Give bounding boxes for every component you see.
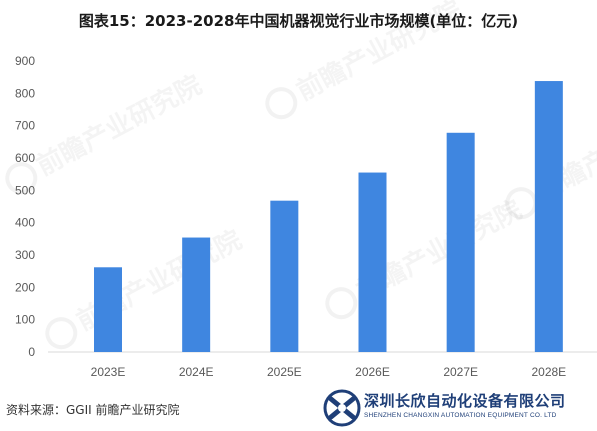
watermark-logo-icon [505, 187, 538, 220]
x-tick-label: 2023E [91, 365, 126, 379]
watermark-text: 前瞻产业研究院 [31, 69, 206, 182]
bar-2026E [358, 172, 387, 352]
source-note: 资料来源：GGII 前瞻产业研究院 [6, 403, 180, 417]
y-tick-label: 100 [15, 313, 35, 327]
watermark: 前瞻产业研究院 [325, 194, 527, 320]
y-axis: 0 100 200 300 400 500 600 700 800 900 [15, 54, 35, 359]
x-tick-label: 2025E [267, 365, 302, 379]
logo-company-subtitle: SHENZHEN CHANGXIN AUTOMATION EQUIPMENT C… [364, 412, 557, 419]
watermark-logo-icon [265, 87, 298, 120]
y-tick-label: 200 [15, 280, 35, 294]
bar-2023E [94, 267, 122, 352]
y-tick-label: 400 [15, 216, 35, 230]
y-tick-label: 300 [15, 248, 35, 262]
chart-title: 图表15：2023-2028年中国机器视觉行业市场规模(单位：亿元) [78, 12, 519, 30]
y-tick-label: 600 [15, 151, 35, 165]
x-tick-label: 2024E [179, 365, 214, 379]
y-tick-label: 900 [15, 54, 35, 68]
x-axis: 2023E 2024E 2025E 2026E 2027E 2028E [91, 365, 567, 379]
y-tick-label: 0 [28, 345, 35, 359]
watermark-text: 前瞻产业研究院 [291, 0, 466, 107]
y-tick-label: 800 [15, 86, 35, 100]
y-tick-label: 700 [15, 119, 35, 133]
bars-group [94, 81, 563, 353]
y-tick-label: 500 [15, 183, 35, 197]
x-tick-label: 2028E [531, 365, 566, 379]
bar-2024E [182, 237, 211, 352]
company-logo: 深圳长欣自动化设备有限公司 SHENZHEN CHANGXIN AUTOMATI… [322, 388, 597, 428]
x-tick-label: 2026E [355, 365, 390, 379]
x-tick-label: 2027E [443, 365, 478, 379]
logo-mark-icon [323, 389, 361, 427]
watermark-logo-icon [45, 317, 78, 350]
watermark-logo-icon [325, 287, 358, 320]
bar-2025E [270, 200, 299, 352]
bar-2027E [446, 132, 475, 352]
bar-2028E [534, 81, 563, 353]
logo-company-name: 深圳长欣自动化设备有限公司 [364, 392, 566, 410]
watermark: 前瞻产业研究院 [45, 224, 247, 350]
watermark: 前瞻产业研究院 [265, 0, 467, 120]
watermark-logo-icon [5, 162, 38, 195]
